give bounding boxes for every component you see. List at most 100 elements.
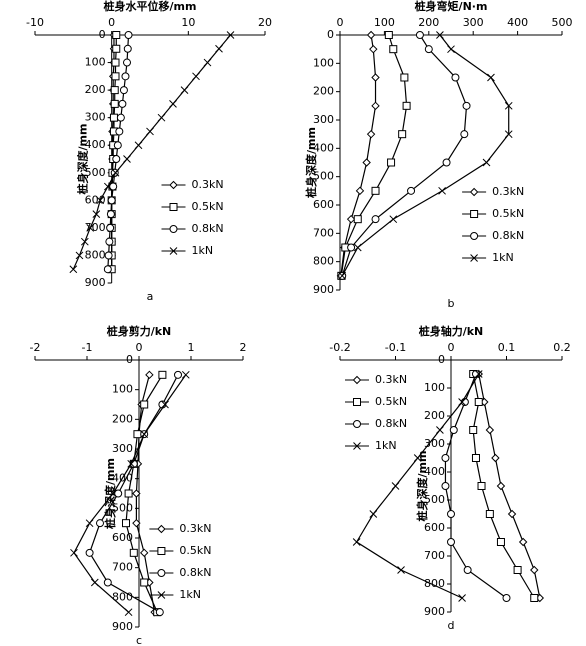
y-tick-label: 400 — [85, 138, 106, 151]
legend-label: 1kN — [375, 439, 397, 452]
marker — [447, 510, 455, 518]
marker — [132, 518, 141, 528]
x-tick-label: 0.1 — [498, 341, 516, 354]
legend-label: 0.8kN — [375, 417, 407, 430]
marker — [389, 215, 398, 224]
marker — [104, 251, 113, 260]
marker — [477, 482, 486, 490]
y-tick-label: 900 — [313, 283, 334, 296]
marker — [106, 210, 115, 219]
marker — [109, 489, 117, 498]
marker — [518, 537, 528, 547]
x-tick-label: -1 — [82, 341, 93, 354]
marker — [109, 113, 118, 122]
y-tick-label: 300 — [424, 437, 445, 450]
legend-marker — [157, 591, 166, 599]
marker — [134, 141, 143, 150]
marker — [397, 566, 405, 574]
x-tick-label: 400 — [507, 16, 528, 29]
x-tick-label: 20 — [258, 16, 272, 29]
marker — [123, 44, 132, 53]
y-tick-label: 600 — [424, 521, 445, 534]
marker — [458, 594, 466, 602]
x-tick-label: -0.1 — [385, 341, 406, 354]
x-tick-label: 0.2 — [553, 341, 571, 354]
x-tick-label: 1 — [188, 341, 195, 354]
marker — [366, 129, 376, 139]
x-tick-label: 0 — [448, 341, 455, 354]
marker — [463, 566, 472, 574]
marker — [112, 31, 121, 39]
marker — [155, 608, 164, 617]
marker — [85, 519, 94, 528]
marker — [124, 31, 133, 39]
marker — [169, 100, 177, 108]
x-tick-label: 300 — [463, 16, 484, 29]
marker — [145, 370, 154, 380]
marker — [140, 578, 149, 587]
marker — [111, 72, 120, 81]
marker — [103, 182, 112, 191]
marker — [371, 101, 380, 111]
x-tick-label: 200 — [418, 16, 439, 29]
marker — [485, 510, 494, 518]
marker — [146, 127, 154, 136]
marker — [353, 215, 362, 224]
marker — [389, 45, 398, 54]
marker — [384, 31, 393, 39]
series-line — [107, 34, 130, 270]
marker — [504, 101, 513, 110]
marker — [496, 481, 506, 491]
legend-label: 0.3kN — [492, 185, 524, 198]
marker — [366, 30, 376, 40]
chart-title: 桩身水平位移/mm — [104, 0, 197, 13]
legend-label: 0.5kN — [492, 207, 524, 220]
y-tick-label: 0 — [99, 28, 106, 41]
marker — [474, 398, 483, 406]
marker — [507, 509, 517, 519]
x-tick-label: 500 — [552, 16, 573, 29]
x-tick-label: 0 — [337, 16, 344, 29]
y-tick-label: 300 — [85, 111, 106, 124]
marker — [355, 186, 365, 196]
marker — [485, 425, 495, 435]
y-axis-label: 桩身深度/mm — [103, 458, 117, 529]
marker — [502, 594, 511, 602]
legend-marker — [353, 398, 361, 406]
marker — [110, 99, 119, 108]
marker — [80, 237, 89, 246]
marker — [139, 548, 149, 558]
marker — [106, 223, 115, 232]
legend-label: 0.5kN — [192, 200, 224, 213]
y-tick-label: 200 — [112, 412, 133, 425]
marker — [438, 186, 446, 195]
marker — [124, 608, 133, 617]
x-tick-label: 100 — [374, 16, 395, 29]
y-tick-label: 700 — [313, 226, 334, 239]
y-tick-label: 400 — [424, 465, 445, 478]
marker — [180, 86, 189, 94]
legend-marker — [169, 225, 178, 233]
marker — [441, 482, 450, 490]
marker — [113, 141, 122, 150]
marker — [442, 158, 451, 167]
marker — [96, 196, 105, 205]
marker — [157, 113, 166, 122]
y-tick-label: 300 — [112, 442, 133, 455]
marker — [400, 73, 409, 82]
y-tick-label: 100 — [424, 381, 445, 394]
y-tick-label: 100 — [313, 56, 334, 69]
marker — [119, 86, 128, 95]
marker — [109, 182, 118, 191]
marker — [449, 426, 458, 434]
series-line — [340, 34, 377, 276]
legend-marker — [169, 203, 178, 211]
marker — [116, 113, 125, 122]
marker — [158, 370, 167, 379]
chart-title: 桩身轴力/kN — [419, 324, 484, 338]
marker — [192, 72, 200, 81]
marker — [110, 86, 119, 95]
marker — [111, 168, 120, 177]
marker — [112, 155, 121, 163]
marker — [174, 370, 182, 379]
